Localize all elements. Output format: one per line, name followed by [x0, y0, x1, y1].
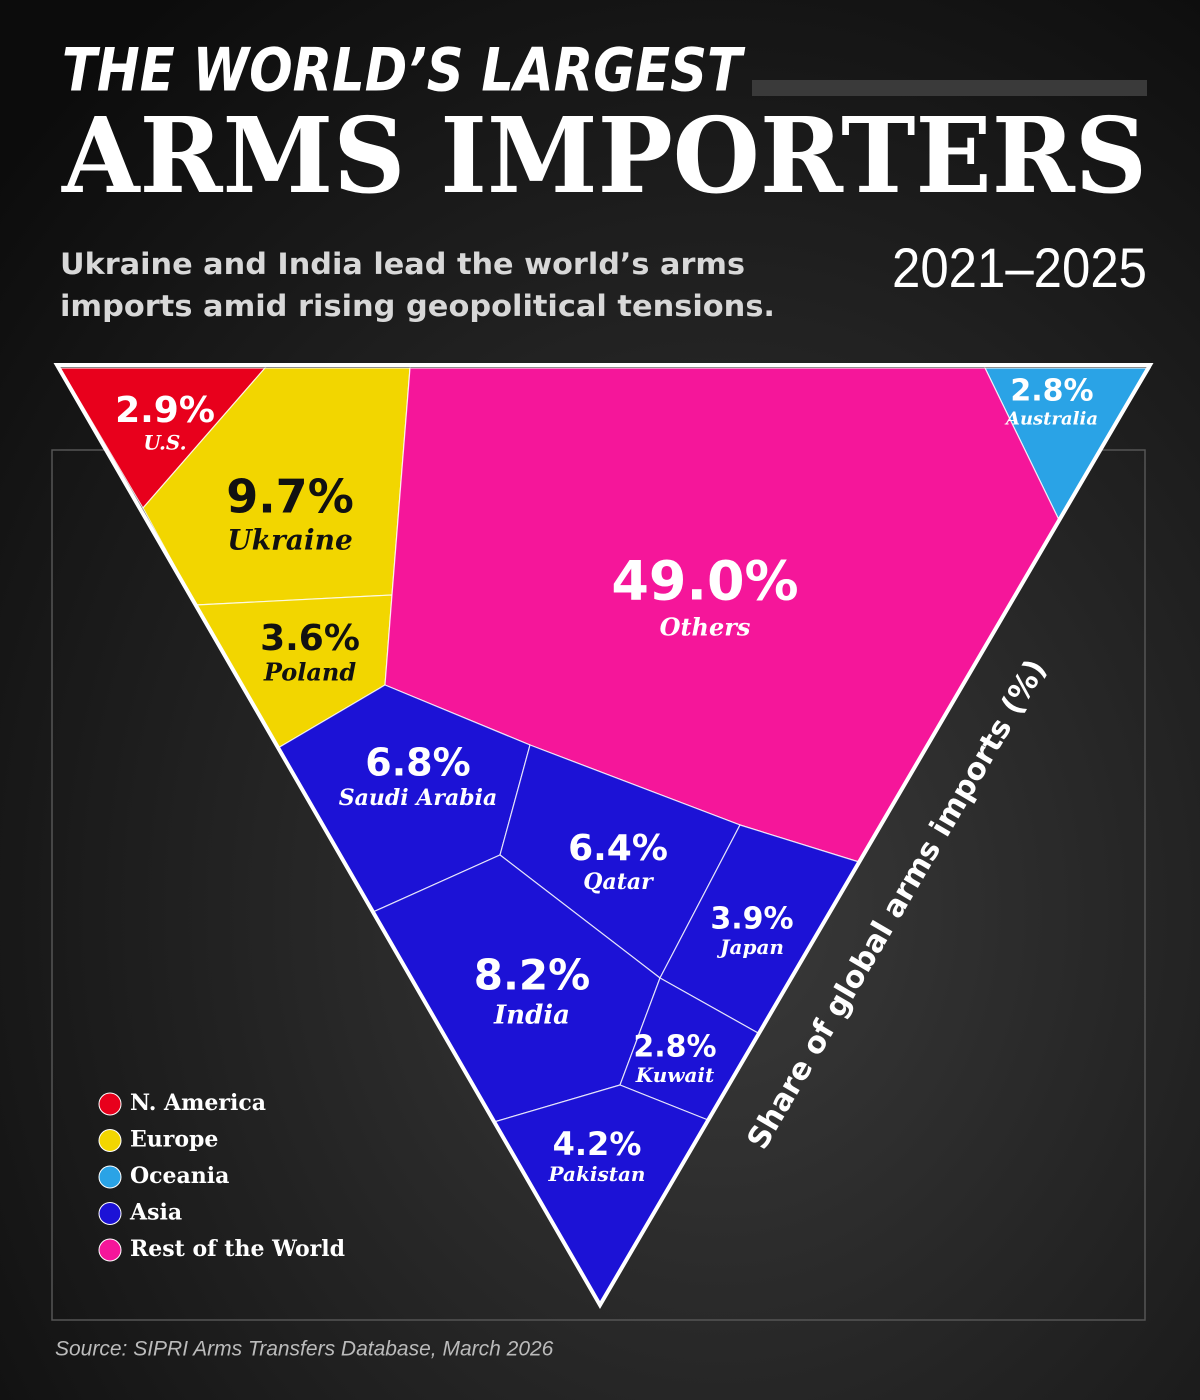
value-label: 6.4% [568, 828, 668, 869]
cell-name: Saudi Arabia [339, 785, 497, 811]
title-bar [752, 80, 1147, 96]
cell-name: Australia [1004, 408, 1098, 429]
value-label: 2.8% [1010, 374, 1093, 409]
value-label: 49.0% [611, 550, 798, 613]
value-label: 3.6% [260, 618, 360, 659]
cell-name: India [493, 1001, 570, 1031]
subtitle-line: Ukraine and India lead the world’s arms [60, 247, 745, 281]
value-label: 3.9% [710, 902, 793, 937]
legend-text: Oceania [130, 1163, 229, 1189]
legend-text: Europe [130, 1127, 218, 1153]
source: Source: SIPRI Arms Transfers Database, M… [55, 1338, 554, 1361]
value-label: 4.2% [553, 1125, 642, 1163]
legend-swatch [98, 1238, 122, 1262]
cell-name: Pakistan [548, 1162, 646, 1186]
legend-text: Rest of the World [130, 1236, 345, 1262]
value-label: 2.8% [633, 1030, 716, 1065]
value-label: 8.2% [474, 951, 590, 1000]
subtitle-line: imports amid rising geopolitical tension… [60, 289, 775, 323]
legend-swatch [98, 1129, 122, 1152]
cell-name: Japan [716, 935, 784, 959]
legend-text: Asia [129, 1200, 182, 1226]
cell-name: Ukraine [227, 524, 353, 557]
value-label: 6.8% [365, 741, 470, 785]
title-line: THE WORLD’S LARGEST [62, 36, 745, 106]
value-label: 9.7% [226, 470, 354, 524]
cell-name: Qatar [583, 869, 654, 895]
period: 2021–2025 [892, 236, 1147, 299]
cell-name: U.S. [143, 430, 186, 454]
title-line: ARMS IMPORTERS [61, 94, 1147, 217]
cell-name: Others [660, 613, 751, 642]
value-label: 2.9% [115, 390, 215, 431]
legend-swatch [98, 1202, 122, 1225]
legend-text: N. America [130, 1090, 266, 1116]
cell-name: Poland [263, 658, 357, 687]
triangle-outline [53, 363, 1154, 1309]
legend-swatch [98, 1092, 122, 1116]
legend-swatch [98, 1165, 122, 1189]
cell-name: Kuwait [635, 1063, 715, 1087]
